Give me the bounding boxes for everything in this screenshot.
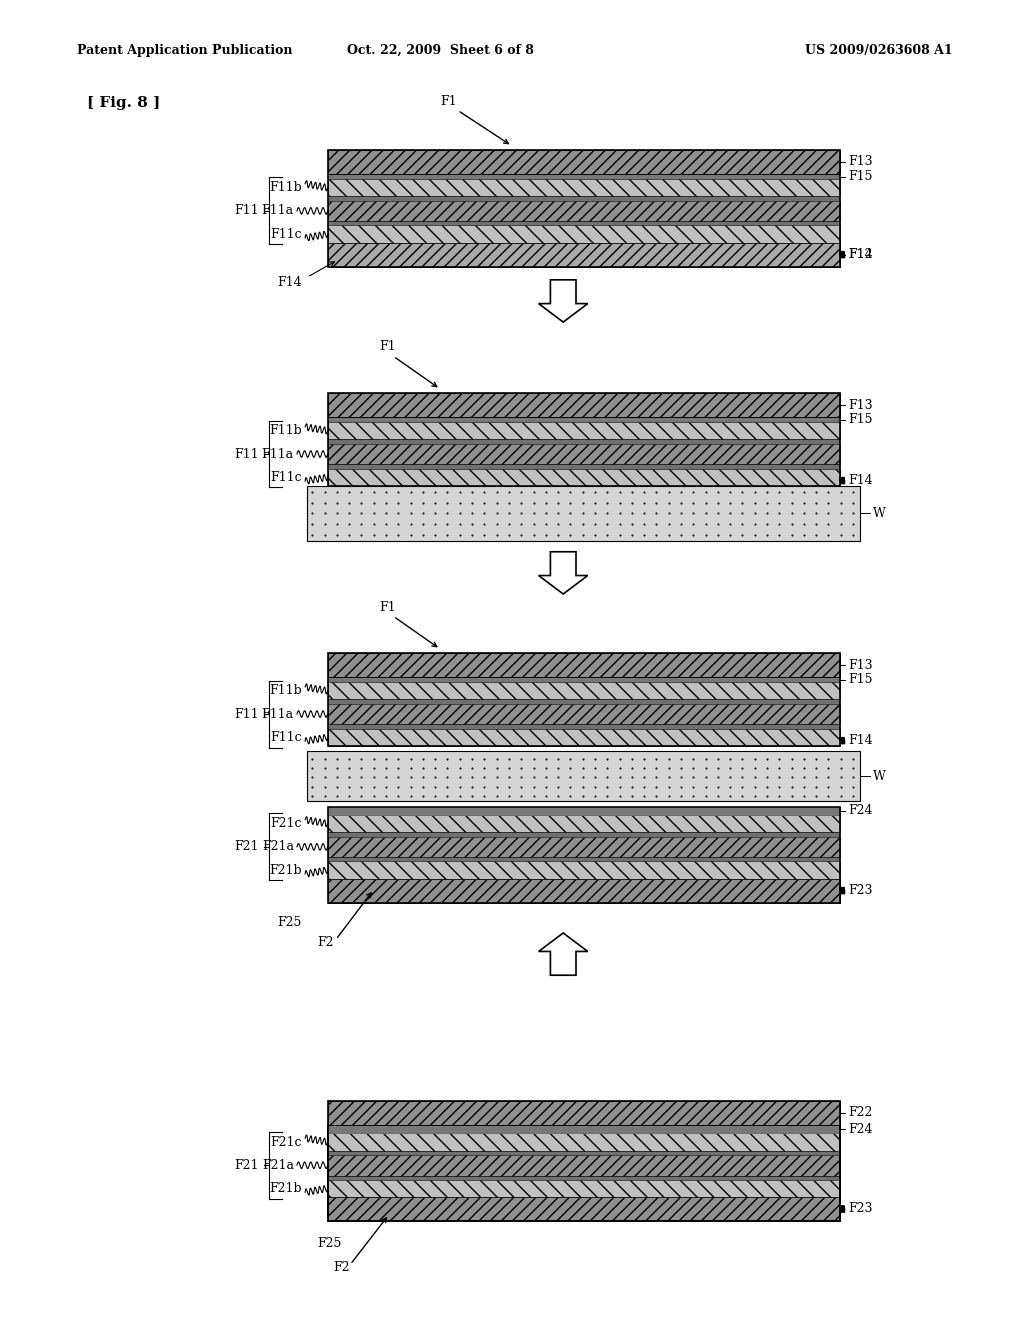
Bar xyxy=(328,180,840,197)
Bar xyxy=(328,1176,840,1180)
Polygon shape xyxy=(539,280,588,322)
Text: F13: F13 xyxy=(848,659,872,672)
Text: F11c: F11c xyxy=(270,227,302,240)
Bar xyxy=(328,862,840,879)
Bar xyxy=(328,1151,840,1155)
Text: F11b: F11b xyxy=(269,424,302,437)
Bar xyxy=(328,393,840,486)
Text: F23: F23 xyxy=(848,884,872,898)
Bar xyxy=(328,704,840,725)
Text: F21a: F21a xyxy=(262,1159,294,1172)
Text: F11: F11 xyxy=(234,447,259,461)
Text: F11a: F11a xyxy=(262,205,294,218)
Bar xyxy=(328,1125,840,1221)
Bar xyxy=(328,417,840,422)
Bar xyxy=(328,879,840,903)
Text: US 2009/0263608 A1: US 2009/0263608 A1 xyxy=(805,44,952,57)
Text: F21: F21 xyxy=(234,841,259,853)
Text: F15: F15 xyxy=(848,673,872,686)
Bar xyxy=(328,150,840,174)
Text: F11c: F11c xyxy=(270,731,302,743)
Text: F14: F14 xyxy=(848,248,872,261)
Bar xyxy=(328,700,840,704)
Text: F11: F11 xyxy=(234,205,259,218)
Text: F14: F14 xyxy=(848,474,872,487)
Text: F21b: F21b xyxy=(269,1181,302,1195)
Polygon shape xyxy=(539,933,588,975)
Text: F12: F12 xyxy=(848,248,872,261)
Text: F15: F15 xyxy=(848,170,872,183)
Bar xyxy=(328,197,840,201)
Text: F11: F11 xyxy=(234,708,259,721)
Bar xyxy=(328,222,840,226)
Text: F11a: F11a xyxy=(262,708,294,721)
Bar xyxy=(328,725,840,729)
Bar xyxy=(328,807,840,903)
Text: Patent Application Publication: Patent Application Publication xyxy=(77,44,292,57)
Text: F11b: F11b xyxy=(269,684,302,697)
Text: F13: F13 xyxy=(848,399,872,412)
Bar xyxy=(328,422,840,440)
Bar xyxy=(328,226,840,243)
Text: F22: F22 xyxy=(848,1106,872,1119)
Bar xyxy=(328,201,840,222)
Text: F23: F23 xyxy=(848,1203,872,1216)
Bar xyxy=(328,837,840,857)
Text: W: W xyxy=(872,507,886,520)
Text: F24: F24 xyxy=(848,804,872,817)
Bar xyxy=(328,150,840,267)
Text: F11a: F11a xyxy=(262,447,294,461)
Text: F25: F25 xyxy=(278,916,302,929)
Text: F21: F21 xyxy=(234,1159,259,1172)
Text: F21b: F21b xyxy=(269,863,302,876)
Bar xyxy=(307,486,860,541)
Text: Oct. 22, 2009  Sheet 6 of 8: Oct. 22, 2009 Sheet 6 of 8 xyxy=(347,44,534,57)
Text: F1: F1 xyxy=(440,95,457,108)
Text: F21c: F21c xyxy=(270,1135,302,1148)
Bar xyxy=(328,653,840,677)
Bar xyxy=(328,677,840,682)
Bar xyxy=(328,1155,840,1176)
Text: F21a: F21a xyxy=(262,841,294,853)
Bar xyxy=(328,393,840,417)
Bar xyxy=(328,1134,840,1151)
Bar xyxy=(328,1101,840,1221)
Bar xyxy=(328,807,840,814)
Text: F11c: F11c xyxy=(270,471,302,483)
Text: F13: F13 xyxy=(848,156,872,169)
Text: F14: F14 xyxy=(278,276,302,289)
Bar xyxy=(328,469,840,486)
Text: W: W xyxy=(872,770,886,783)
Text: F21c: F21c xyxy=(270,817,302,830)
Bar xyxy=(328,1125,840,1134)
Text: [ Fig. 8 ]: [ Fig. 8 ] xyxy=(87,96,161,111)
Text: F15: F15 xyxy=(848,413,872,426)
Bar xyxy=(328,465,840,469)
Bar xyxy=(328,444,840,465)
Bar xyxy=(328,833,840,837)
Bar xyxy=(328,174,840,180)
Bar xyxy=(328,682,840,700)
Bar xyxy=(328,243,840,267)
Bar xyxy=(307,751,860,801)
Text: F11b: F11b xyxy=(269,181,302,194)
Text: F14: F14 xyxy=(848,734,872,747)
Bar xyxy=(328,653,840,746)
Text: F2: F2 xyxy=(317,936,334,949)
Text: F25: F25 xyxy=(317,1237,342,1250)
Bar xyxy=(328,1197,840,1221)
Bar xyxy=(328,814,840,833)
Bar xyxy=(328,729,840,746)
Bar xyxy=(328,1101,840,1125)
Polygon shape xyxy=(539,552,588,594)
Text: F2: F2 xyxy=(333,1261,349,1274)
Bar xyxy=(328,440,840,444)
Text: F1: F1 xyxy=(379,601,395,614)
Text: F24: F24 xyxy=(848,1123,872,1135)
Bar xyxy=(328,857,840,862)
Bar xyxy=(328,1180,840,1197)
Text: F1: F1 xyxy=(379,341,395,354)
